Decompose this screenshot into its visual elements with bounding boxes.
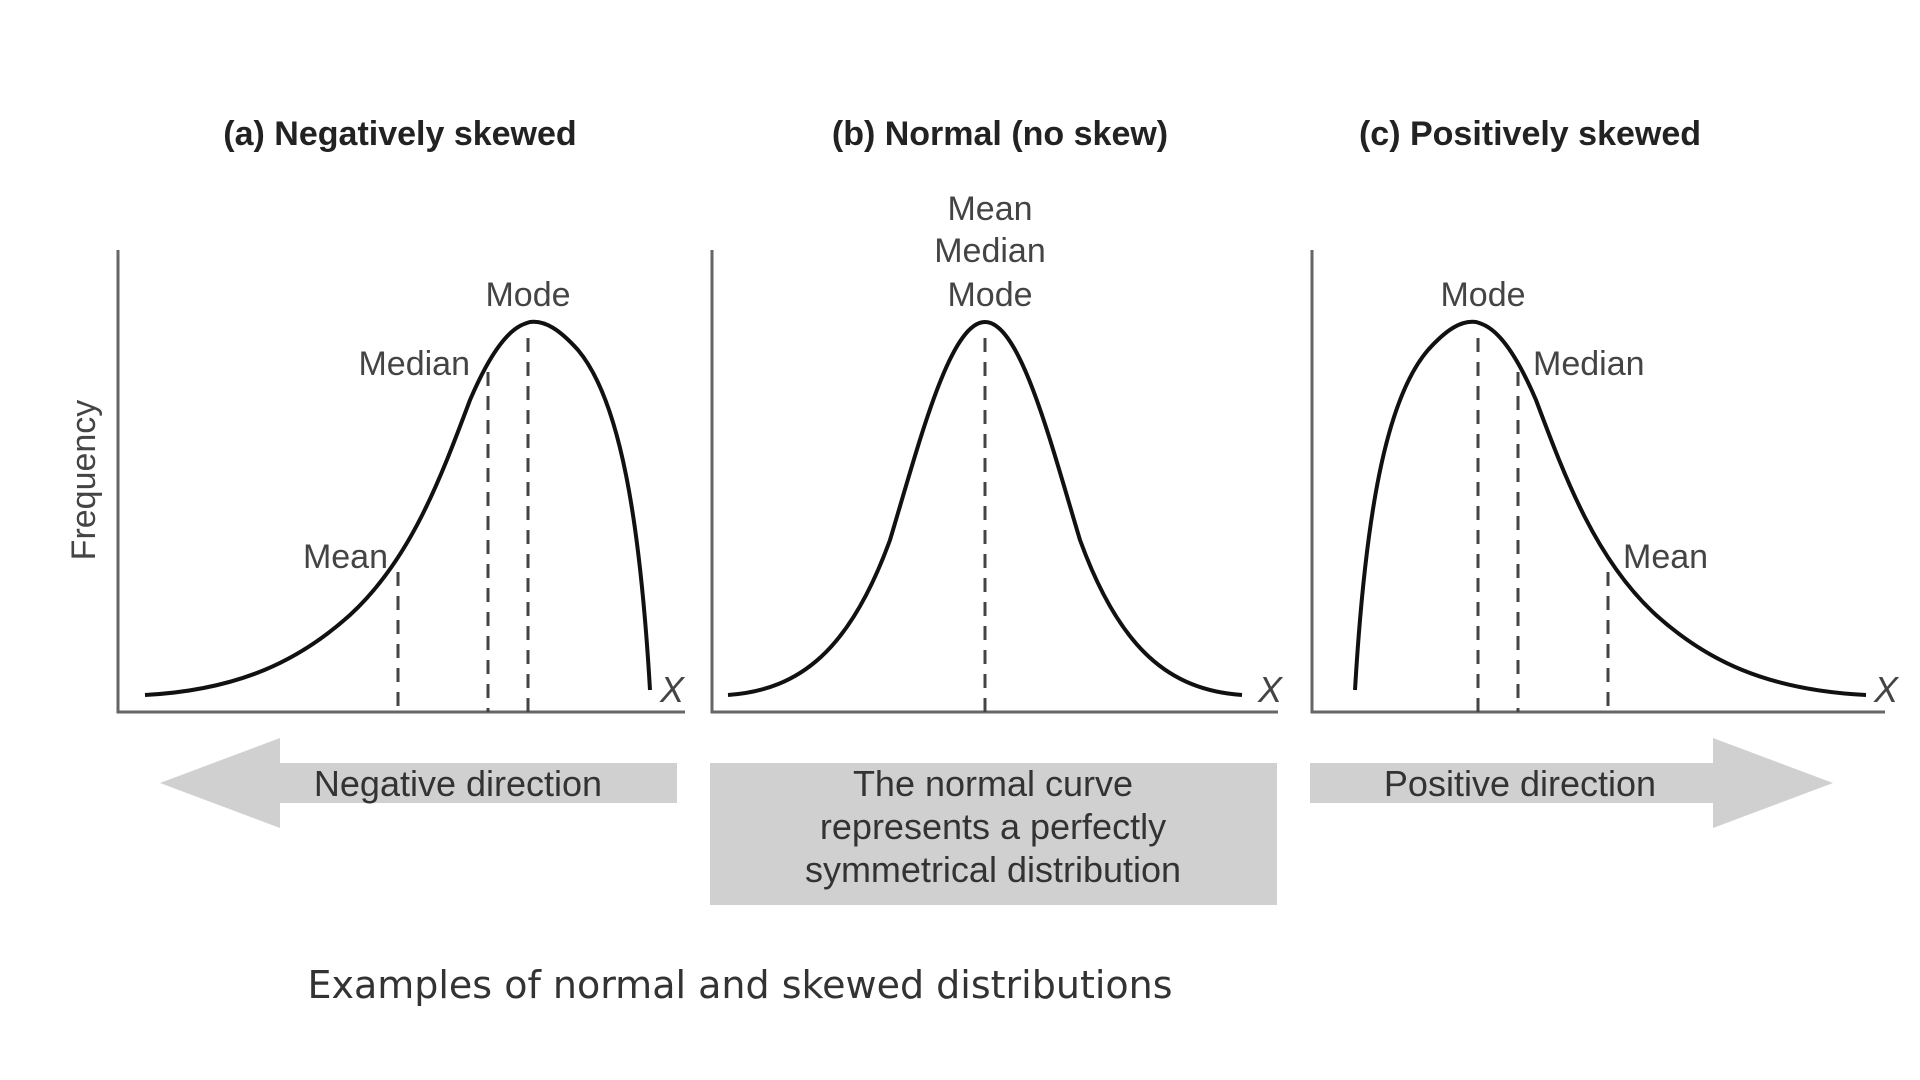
panel-c-axes [1310,250,1885,714]
panel-b-title: (b) Normal (no skew) [832,115,1168,153]
negative-direction-arrow [160,738,677,828]
negative-direction-label: Negative direction [314,763,602,804]
panel-c-mode-label: Mode [1440,276,1525,314]
panel-b-curve [727,319,1243,697]
panel-b-mode-label: Mode [947,276,1032,314]
panel-b-mean-label: Mean [947,190,1032,228]
panel-a-mode-label: Mode [485,276,570,314]
center-box-line-2: represents a perfectly [820,806,1166,847]
panel-a-curve [144,319,652,697]
panel-b-x-label: X [1257,669,1284,710]
positive-direction-label: Positive direction [1384,763,1656,804]
y-axis-label: Frequency [65,400,103,561]
positive-direction-arrow [1310,738,1833,828]
panel-c-curve [1353,319,1867,697]
normal-curve-description-box [710,763,1277,905]
panel-a-axes [116,250,685,714]
figure-caption: Examples of normal and skewed distributi… [307,963,1172,1007]
panel-c-x-label: X [1873,669,1900,710]
center-box-line-3: symmetrical distribution [805,849,1181,890]
panel-a-x-label: X [659,669,686,710]
panel-c-title: (c) Positively skewed [1359,115,1701,153]
panel-a-title: (a) Negatively skewed [223,115,576,153]
panel-c-median-label: Median [1533,345,1645,383]
panel-a-mean-label: Mean [303,538,388,576]
panel-a-median-label: Median [358,345,470,383]
center-box-line-1: The normal curve [853,763,1133,804]
panel-b-median-label: Median [934,232,1046,270]
panel-c-mean-label: Mean [1623,538,1708,576]
panel-b-axes [710,250,1278,714]
